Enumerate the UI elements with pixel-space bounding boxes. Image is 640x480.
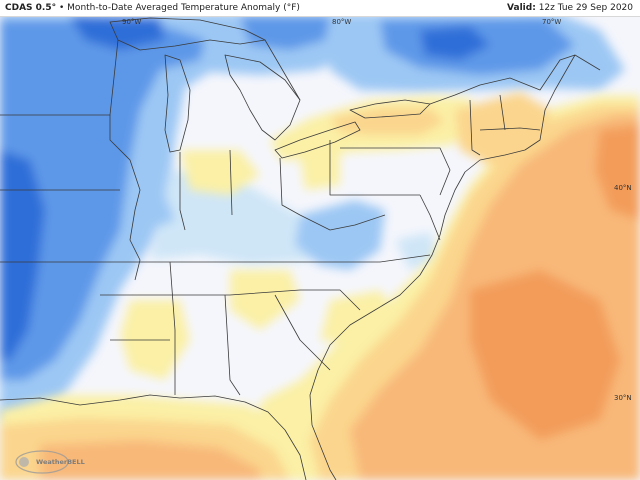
lon-label-70w: 70°W	[542, 18, 561, 26]
valid-label: Valid:	[507, 3, 536, 13]
warm-pocket-carolinas	[320, 290, 400, 345]
lon-label-80w: 80°W	[332, 18, 351, 26]
state-lines	[0, 94, 541, 396]
lake-erie-outline	[274, 121, 361, 159]
warm-offshore-ne	[595, 125, 640, 220]
warm-atlantic-strong	[470, 270, 620, 440]
warm-pocket-ohio	[300, 150, 340, 190]
lat-label-40n: 40°N	[614, 184, 632, 192]
map-title: Month-to-Date Averaged Temperature Anoma…	[67, 3, 300, 13]
warm-gulf-mid	[40, 440, 260, 480]
gulf-coastline	[0, 394, 307, 480]
boundary-lines	[0, 17, 601, 480]
logo-text: WeatherBELL	[36, 458, 85, 466]
lake-michigan-outline	[164, 54, 191, 153]
valid-time: 12z Tue 29 Sep 2020	[538, 3, 633, 13]
cold-mid-north	[240, 16, 330, 50]
warm-shading	[0, 92, 640, 480]
model-name: CDAS 0.5°	[5, 3, 57, 13]
cold-strong-northwest	[70, 16, 165, 50]
atlantic-coastline	[309, 54, 576, 480]
map-header: CDAS 0.5° • Month-to-Date Averaged Tempe…	[0, 0, 640, 17]
cool-pocket-indiana	[135, 195, 175, 230]
warm-pocket-georgia	[230, 270, 300, 330]
cool-ohio-valley	[150, 170, 340, 265]
header-separator: •	[58, 3, 65, 13]
weatherbell-logo: WeatherBELL	[14, 449, 85, 475]
lake-huron-outline	[224, 54, 301, 141]
graticule-labels: 90°W 80°W 70°W 40°N 30°N	[122, 18, 632, 402]
cool-virginias	[295, 200, 385, 270]
lake-ontario-outline	[349, 99, 431, 119]
valid-time-group: Valid: 12z Tue 29 Sep 2020	[507, 0, 633, 16]
cold-strong-northeast	[420, 26, 490, 60]
warm-pocket-midwest	[180, 150, 260, 195]
lake-superior-outline	[109, 17, 266, 51]
header-title-group: CDAS 0.5° • Month-to-Date Averaged Tempe…	[5, 0, 300, 16]
cold-strong-west	[0, 150, 45, 360]
logo-emblem-icon	[15, 450, 69, 474]
lon-label-90w: 90°W	[122, 18, 141, 26]
lat-label-30n: 30°N	[614, 394, 632, 402]
cold-mid-west	[0, 20, 205, 380]
